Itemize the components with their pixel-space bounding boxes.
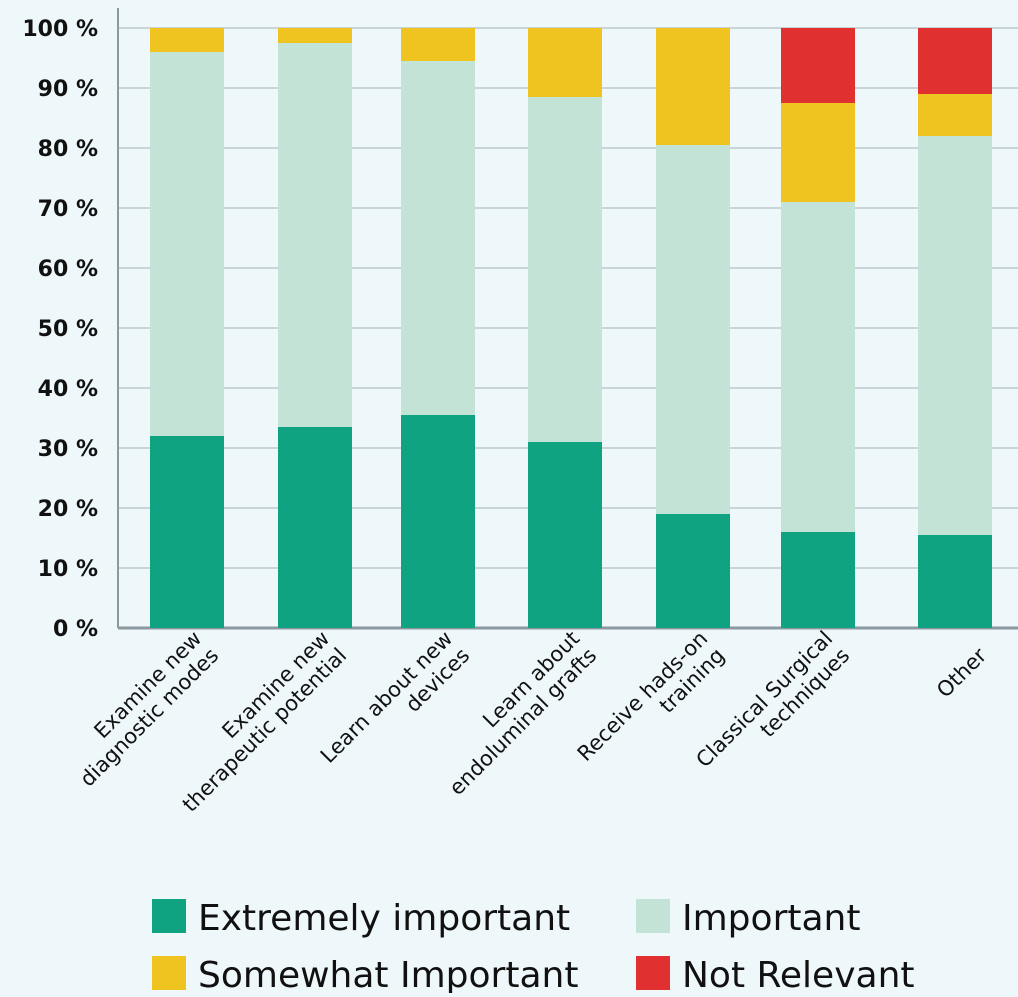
legend-swatch	[152, 899, 186, 933]
y-tick-label: 80 %	[38, 137, 98, 162]
y-tick-label: 70 %	[38, 197, 98, 222]
y-tick-label: 40 %	[38, 377, 98, 402]
y-tick-label: 0 %	[53, 617, 98, 642]
bar-segment	[528, 97, 602, 442]
bar-segment	[278, 28, 352, 43]
bar-segment	[528, 442, 602, 628]
y-tick-label: 90 %	[38, 77, 98, 102]
y-tick-label: 30 %	[38, 437, 98, 462]
bar-segment	[278, 427, 352, 628]
bar-segment	[781, 202, 855, 532]
y-tick-label: 60 %	[38, 257, 98, 282]
bar-segment	[528, 28, 602, 97]
x-tick-label: Other	[932, 643, 991, 702]
bar-segment	[401, 28, 475, 61]
legend-swatch	[636, 956, 670, 990]
legend-label: Important	[682, 898, 860, 939]
x-tick-label-line: endoluminal grafts	[445, 643, 602, 800]
y-tick-label: 100 %	[22, 17, 98, 42]
bar-segment	[656, 28, 730, 145]
legend-item: Not Relevant	[636, 955, 915, 996]
bar-segment	[918, 136, 992, 535]
bar-segment	[781, 532, 855, 628]
legend-label: Extremely important	[198, 898, 570, 939]
bar-segment	[656, 145, 730, 514]
bar-segment	[150, 436, 224, 628]
bar-segment	[781, 28, 855, 103]
legend-item: Extremely important	[152, 898, 570, 939]
y-tick-label: 10 %	[38, 557, 98, 582]
bar-segment	[918, 94, 992, 136]
y-tick-label: 50 %	[38, 317, 98, 342]
bar-segment	[278, 43, 352, 427]
legend-item: Somewhat Important	[152, 955, 578, 996]
bar-segment	[656, 514, 730, 628]
bar-segment	[918, 535, 992, 628]
bar-segment	[401, 415, 475, 628]
legend-item: Important	[636, 898, 860, 939]
bar-segment	[781, 103, 855, 202]
x-tick-label-line: Other	[932, 643, 991, 702]
bar-segment	[150, 52, 224, 436]
bar-segment	[918, 28, 992, 94]
legend-swatch	[152, 956, 186, 990]
bar-segment	[150, 28, 224, 52]
bars	[150, 28, 992, 628]
legend-swatch	[636, 899, 670, 933]
legend: Extremely important Important Somewhat Imp…	[152, 898, 915, 996]
bar-segment	[401, 61, 475, 415]
legend-label: Not Relevant	[682, 955, 915, 993]
y-tick-label: 20 %	[38, 497, 98, 522]
legend-label: Somewhat Important	[198, 955, 578, 993]
y-axis: 0 % 10 % 20 % 30 % 40 % 50 % 60 % 70 % 80 % 90 % 1…	[22, 17, 98, 642]
